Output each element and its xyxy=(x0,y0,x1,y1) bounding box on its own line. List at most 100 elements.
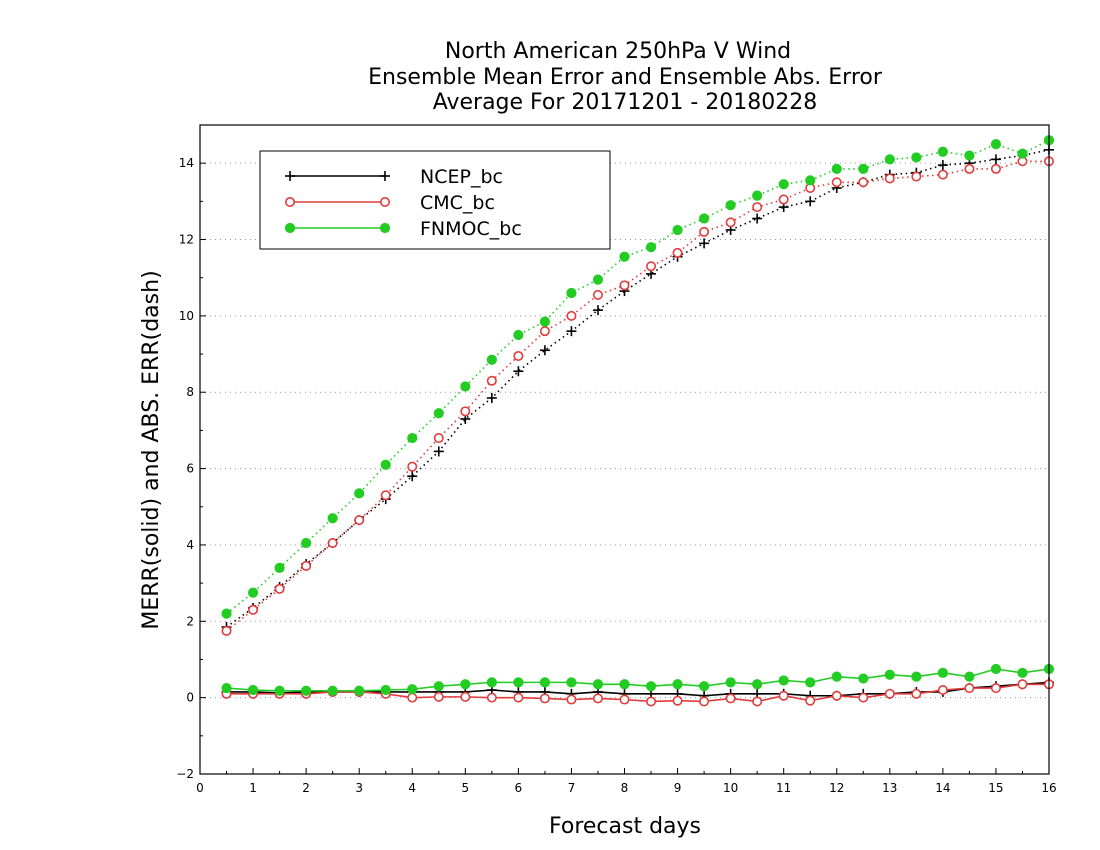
mean-error-point xyxy=(646,696,657,707)
x-tick-label: 9 xyxy=(674,781,682,795)
x-tick-label: 4 xyxy=(408,781,416,795)
abs-error-point xyxy=(566,326,577,337)
x-tick-label: 14 xyxy=(935,781,950,795)
abs-error-point xyxy=(805,175,816,186)
legend-label: FNMOC_bc xyxy=(420,218,522,240)
abs-error-point xyxy=(699,226,710,237)
abs-error-point xyxy=(407,461,418,472)
abs-error-point xyxy=(354,515,365,526)
x-tick-label: 12 xyxy=(829,781,844,795)
mean-error-point xyxy=(645,681,657,692)
mean-error-point xyxy=(327,685,338,696)
y-tick-label: −2 xyxy=(176,767,194,781)
abs-error-point xyxy=(725,200,736,211)
x-tick-label: 3 xyxy=(355,781,363,795)
mean-error-point xyxy=(1017,679,1028,690)
legend-item-NCEP_bc: NCEP_bc xyxy=(285,166,503,188)
abs-error-point xyxy=(619,251,630,262)
abs-error-point xyxy=(698,213,710,224)
abs-error-point xyxy=(566,310,577,321)
mean-error-point xyxy=(778,675,789,686)
mean-error-line xyxy=(226,683,1049,703)
plot-frame xyxy=(199,124,1050,775)
mean-error-point xyxy=(486,677,497,688)
abs-error-point xyxy=(858,177,869,188)
legend: NCEP_bc CMC_bc FNMOC_bc xyxy=(259,150,611,250)
mean-error-point xyxy=(592,693,603,704)
mean-error-point xyxy=(725,693,736,704)
mean-error-point xyxy=(990,663,1002,675)
x-tick-label: 13 xyxy=(882,781,897,795)
abs-error-point xyxy=(221,625,232,636)
abs-error-point xyxy=(619,280,630,291)
mean-error-point xyxy=(380,684,391,696)
x-tick-label: 7 xyxy=(568,781,576,795)
abs-error-point xyxy=(247,587,259,598)
mean-error-point xyxy=(247,684,259,696)
abs-error-point xyxy=(805,196,816,207)
mean-error-point xyxy=(486,692,497,703)
mean-error-point xyxy=(407,684,418,695)
mean-error-point xyxy=(937,667,948,678)
abs-error-point xyxy=(831,177,842,188)
y-tick-label: 8 xyxy=(186,385,194,399)
mean-error-point xyxy=(460,691,471,702)
abs-error-point xyxy=(990,163,1001,174)
legend-item-CMC_bc: CMC_bc xyxy=(284,192,495,214)
series-CMC_bc xyxy=(221,156,1055,707)
chart-title: North American 250hPa V Wind Ensemble Me… xyxy=(368,39,883,115)
x-tick-label: 11 xyxy=(776,781,791,795)
series-FNMOC_bc xyxy=(221,135,1055,696)
abs-error-point xyxy=(937,160,948,171)
mean-error-point xyxy=(619,679,630,690)
abs-error-point xyxy=(858,163,869,175)
mean-error-point xyxy=(672,679,683,690)
legend-box xyxy=(259,150,611,250)
mean-error-point xyxy=(805,695,816,706)
abs-error-point xyxy=(752,213,763,224)
abs-error-point xyxy=(248,604,259,615)
y-tick-label: 12 xyxy=(179,233,194,247)
series-layer xyxy=(221,135,1055,707)
x-tick-label: 0 xyxy=(196,781,204,795)
abs-error-point xyxy=(513,329,524,341)
abs-error-point xyxy=(592,274,604,285)
legend-marker xyxy=(380,171,390,181)
abs-error-point xyxy=(964,150,975,161)
mean-error-point xyxy=(433,691,444,702)
mean-error-point xyxy=(858,673,869,684)
abs-error-point xyxy=(911,171,922,182)
abs-error-point xyxy=(645,242,657,253)
abs-error-point xyxy=(407,432,418,444)
abs-error-point xyxy=(884,173,895,184)
abs-error-point xyxy=(380,459,391,470)
mean-error-point xyxy=(1017,667,1028,678)
mean-error-point xyxy=(752,679,763,690)
mean-error-point xyxy=(990,683,1001,694)
title-line-1: North American 250hPa V Wind xyxy=(445,39,791,64)
legend-label: CMC_bc xyxy=(420,192,495,214)
mean-error-point xyxy=(805,677,816,688)
mean-error-point xyxy=(884,669,895,680)
mean-error-point xyxy=(698,681,710,692)
abs-error-point xyxy=(539,326,550,337)
abs-error-point xyxy=(486,375,497,386)
mean-error-point xyxy=(354,685,365,696)
abs-error-point xyxy=(990,138,1002,150)
abs-error-point xyxy=(274,562,285,573)
mean-error-point xyxy=(831,671,842,682)
abs-error-point xyxy=(725,217,736,228)
x-tick-label: 6 xyxy=(515,781,523,795)
abs-error-point xyxy=(752,190,763,201)
abs-error-point xyxy=(327,513,338,524)
abs-error-point xyxy=(539,316,551,327)
mean-error-point xyxy=(778,690,789,701)
mean-error-point xyxy=(672,695,683,706)
y-tick-label: 0 xyxy=(186,691,194,705)
mean-error-point xyxy=(566,694,577,705)
y-tick-label: 10 xyxy=(179,309,194,323)
abs-error-point xyxy=(831,163,842,175)
mean-error-point xyxy=(911,671,922,682)
abs-error-point xyxy=(566,287,577,299)
mean-error-line xyxy=(226,668,1050,692)
